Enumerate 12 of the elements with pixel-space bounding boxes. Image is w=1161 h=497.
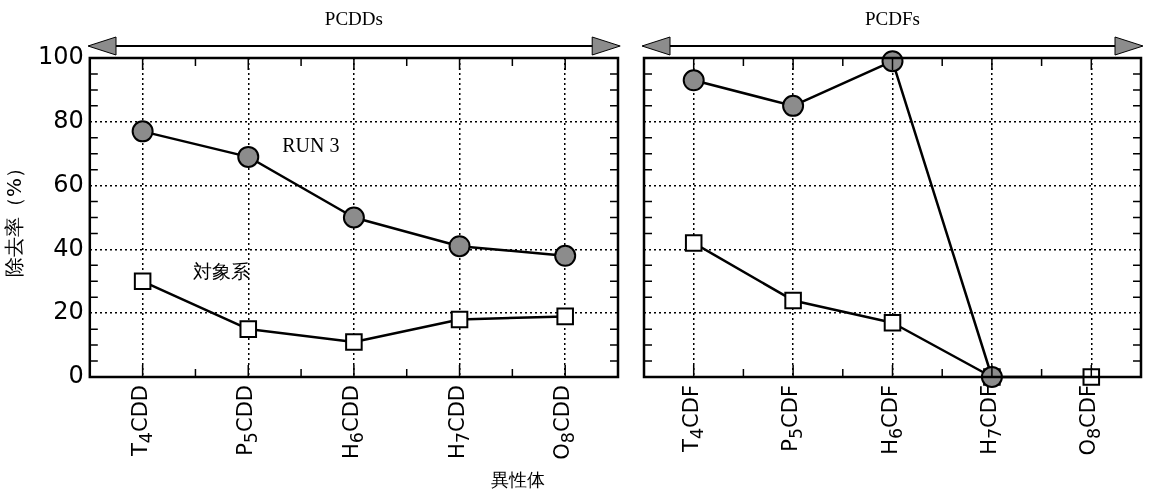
y-tick-label: 40 xyxy=(53,233,84,262)
chart-title: PCDDs xyxy=(323,8,384,30)
y-tick-label: 100 xyxy=(38,42,84,71)
chart-title: PCDFs xyxy=(864,8,921,30)
y-tick-label: 0 xyxy=(68,361,84,390)
x-axis-title: 異性体 xyxy=(490,469,546,491)
series-label: RUN 3 xyxy=(282,134,340,157)
y-tick-label: 80 xyxy=(53,106,84,135)
y-tick-label: 60 xyxy=(53,169,84,198)
y-tick-label: 20 xyxy=(53,297,84,326)
y-axis-title: 除去率（%） xyxy=(2,157,27,278)
series-label: 対象系 xyxy=(192,260,250,283)
